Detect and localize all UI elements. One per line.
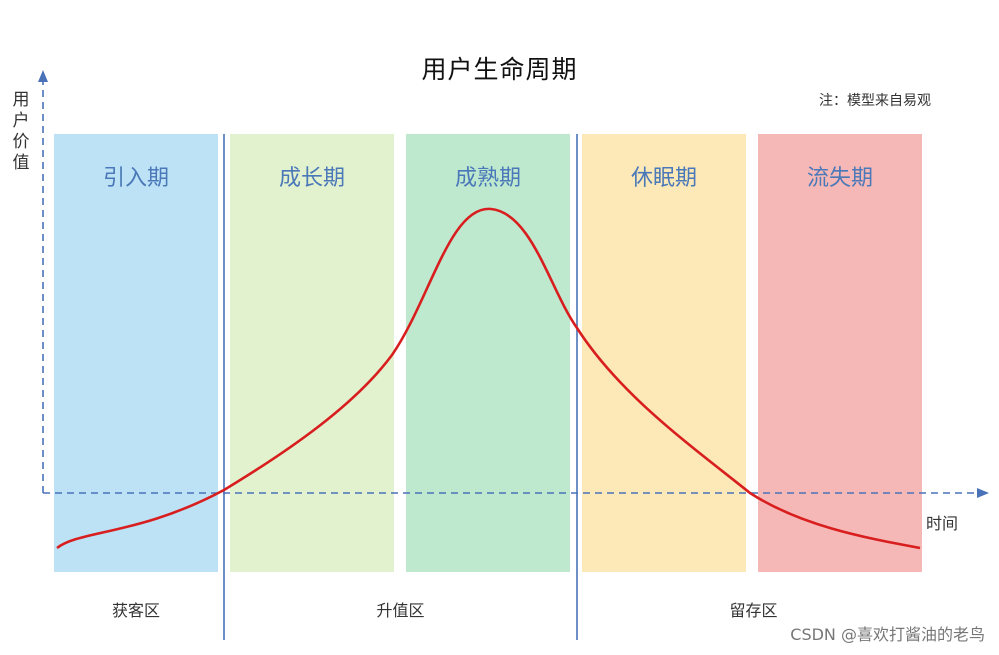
y-axis-arrow [38,70,48,82]
watermark: CSDN @喜欢打酱油的老鸟 [790,625,985,644]
x-axis-arrow [977,488,989,498]
phase-label-churn: 流失期 [806,166,873,191]
y-axis-label: 用户价值 [12,90,30,173]
phase-label-mature: 成熟期 [454,166,521,191]
phase-block-intro [54,134,218,572]
x-axis-label: 时间 [926,514,959,533]
lifecycle-curve [56,207,921,550]
zone-label-retention: 留存区 [729,601,778,620]
phase-block-growth [230,134,394,572]
phase-block-mature [406,134,570,572]
diagram-title: 用户生命周期 [421,55,578,84]
zone-label-acquisition: 获客区 [111,601,160,620]
source-note: 注：模型来自易观 [819,93,931,109]
phase-label-dormant: 休眠期 [630,166,697,191]
phase-label-growth: 成长期 [278,166,345,191]
phase-block-dormant [582,134,746,572]
phase-label-intro: 引入期 [102,166,169,191]
phase-block-churn [758,134,922,572]
zone-label-value-growth: 升值区 [376,601,425,620]
